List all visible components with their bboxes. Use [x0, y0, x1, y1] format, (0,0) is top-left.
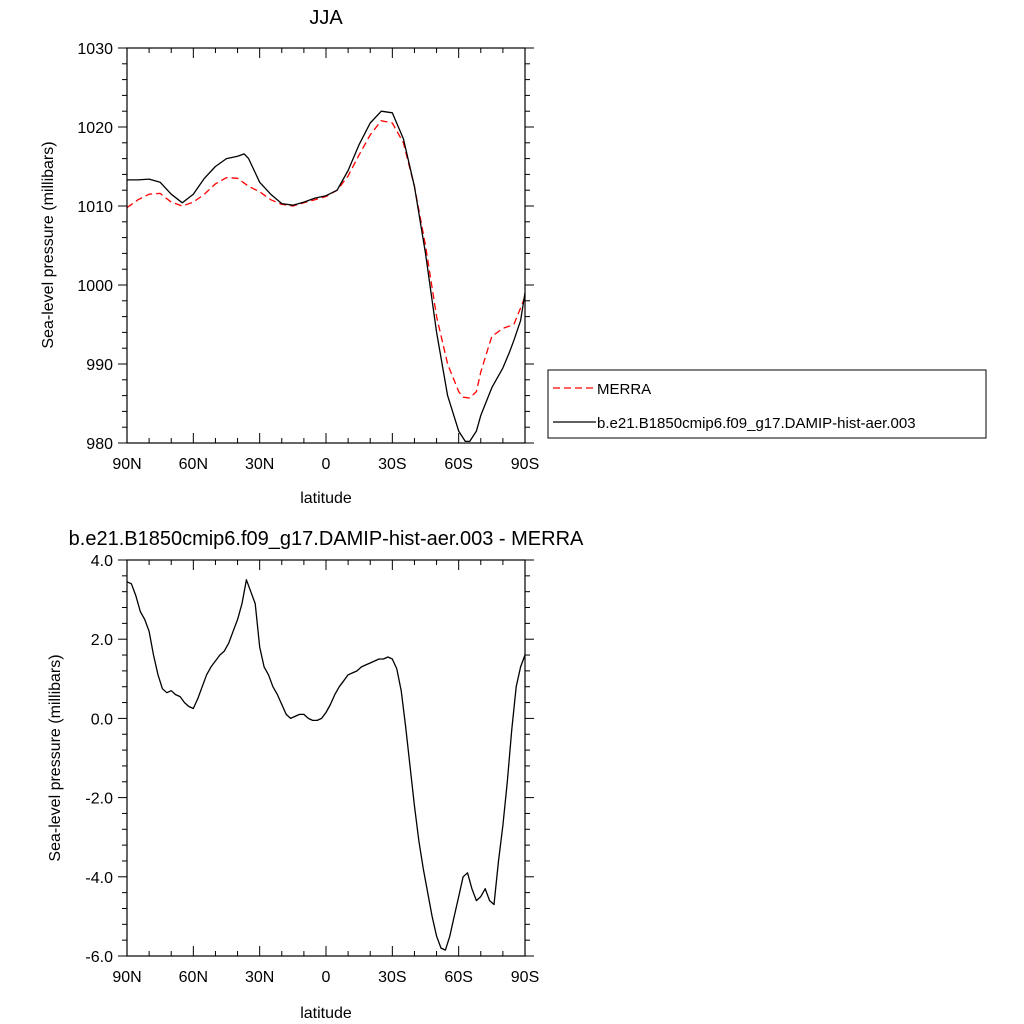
legend-box: [547, 369, 987, 439]
bottom-x-tick-label: 30S: [378, 969, 406, 986]
bottom-y-tick-label: 4.0: [91, 553, 113, 570]
top-x-tick-label: 30S: [378, 456, 406, 473]
bottom-y-tick-label: 2.0: [91, 632, 113, 649]
top-x-tick-label: 30N: [245, 456, 274, 473]
bottom-x-tick-label: 0: [322, 969, 331, 986]
bottom-plot-frame: [126, 559, 526, 957]
bottom-series: [126, 579, 526, 951]
top-series: [126, 110, 526, 443]
top-x-tick-label: 0: [322, 456, 331, 473]
bottom-y-tick-label: -4.0: [85, 870, 113, 887]
top-panel: JJA 90N 60N 30N 0 30S 60S 90S 980 990 1000 1010 102…: [40, 7, 539, 507]
top-y-tick-label: 1010: [77, 199, 113, 216]
top-x-axis-title: latitude: [300, 490, 352, 507]
bottom-x-tick-label: 90S: [511, 969, 539, 986]
top-y-tick-label: 990: [86, 357, 113, 374]
bottom-panel: b.e21.B1850cmip6.f09_g17.DAMIP-hist-aer.…: [47, 528, 584, 1022]
bottom-chart-title: b.e21.B1850cmip6.f09_g17.DAMIP-hist-aer.…: [69, 528, 584, 550]
bottom-y-axis-title: Sea-level pressure (millibars): [47, 654, 64, 861]
bottom-x-tick-label: 60N: [179, 969, 208, 986]
legend-model-label: b.e21.B1850cmip6.f09_g17.DAMIP-hist-aer.…: [597, 415, 916, 432]
top-ticks: 90N 60N 30N 0 30S 60S 90S 980 990 1000 1010 1020 103…: [77, 41, 539, 473]
legend: MERRA b.e21.B1850cmip6.f09_g17.DAMIP-his…: [547, 369, 987, 439]
legend-merra-label: MERRA: [597, 381, 651, 398]
bottom-y-tick-label: 0.0: [91, 711, 113, 728]
top-chart-title: JJA: [309, 7, 343, 29]
top-series-line-model: [127, 110, 526, 443]
bottom-y-tick-label: -6.0: [85, 949, 113, 966]
top-y-tick-label: 980: [86, 436, 113, 453]
top-series-line-merra: [126, 120, 526, 399]
bottom-series-line-difference: [126, 579, 526, 951]
bottom-y-tick-label: -2.0: [85, 791, 113, 808]
bottom-ticks: 90N 60N 30N 0 30S 60S 90S -6.0 -4.0 -2.0 0.0 2.0 4.0: [85, 553, 539, 986]
top-y-tick-label: 1030: [77, 41, 113, 58]
top-x-tick-label: 60N: [179, 456, 208, 473]
top-x-tick-label: 90N: [112, 456, 141, 473]
bottom-x-axis-title: latitude: [300, 1005, 352, 1022]
top-plot-frame: [126, 47, 526, 444]
top-x-tick-label: 60S: [444, 456, 472, 473]
top-y-tick-label: 1020: [77, 120, 113, 137]
bottom-x-tick-label: 60S: [444, 969, 472, 986]
top-y-axis-title: Sea-level pressure (millibars): [40, 141, 57, 348]
top-x-tick-label: 90S: [511, 456, 539, 473]
bottom-x-tick-label: 30N: [245, 969, 274, 986]
bottom-x-tick-label: 90N: [112, 969, 141, 986]
top-y-tick-label: 1000: [77, 278, 113, 295]
